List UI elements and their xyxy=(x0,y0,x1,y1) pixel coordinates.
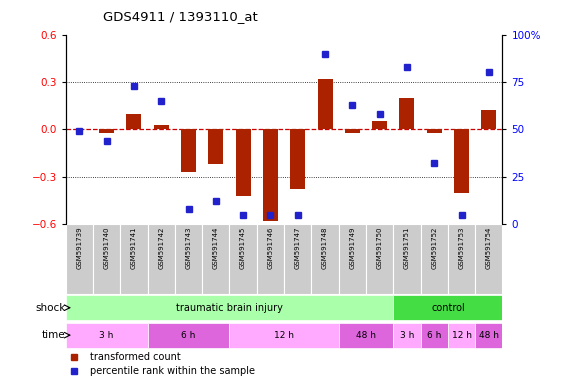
Text: control: control xyxy=(431,303,465,313)
Bar xyxy=(400,98,415,129)
Bar xyxy=(181,129,196,172)
Bar xyxy=(317,79,332,129)
Text: GDS4911 / 1393110_at: GDS4911 / 1393110_at xyxy=(103,10,258,23)
Bar xyxy=(481,110,496,129)
Bar xyxy=(284,224,311,294)
Text: GSM591740: GSM591740 xyxy=(103,226,110,269)
Text: 3 h: 3 h xyxy=(400,331,414,340)
Bar xyxy=(454,129,469,192)
Bar xyxy=(257,224,284,294)
Text: GSM591752: GSM591752 xyxy=(431,226,437,269)
Bar xyxy=(66,295,393,320)
Bar xyxy=(230,224,257,294)
Bar xyxy=(66,224,93,294)
Text: time: time xyxy=(42,330,66,340)
Text: GSM591748: GSM591748 xyxy=(322,226,328,269)
Bar xyxy=(290,129,305,189)
Bar xyxy=(154,125,168,129)
Bar xyxy=(202,224,230,294)
Text: GSM591745: GSM591745 xyxy=(240,226,246,269)
Text: GSM591754: GSM591754 xyxy=(486,226,492,269)
Bar xyxy=(393,323,421,348)
Text: GSM591741: GSM591741 xyxy=(131,226,137,269)
Text: percentile rank within the sample: percentile rank within the sample xyxy=(90,366,255,376)
Text: GSM591743: GSM591743 xyxy=(186,226,191,269)
Bar xyxy=(427,129,442,132)
Bar xyxy=(120,224,147,294)
Bar xyxy=(311,224,339,294)
Text: GSM591747: GSM591747 xyxy=(295,226,301,269)
Text: 48 h: 48 h xyxy=(479,331,499,340)
Bar xyxy=(263,129,278,221)
Text: 3 h: 3 h xyxy=(99,331,114,340)
Bar xyxy=(475,224,502,294)
Text: GSM591746: GSM591746 xyxy=(267,226,274,269)
Text: 48 h: 48 h xyxy=(356,331,376,340)
Text: 12 h: 12 h xyxy=(274,331,294,340)
Bar xyxy=(345,129,360,132)
Bar xyxy=(475,323,502,348)
Bar xyxy=(421,323,448,348)
Bar xyxy=(393,295,502,320)
Bar xyxy=(93,224,120,294)
Bar xyxy=(126,114,142,129)
Bar xyxy=(339,224,366,294)
Text: GSM591750: GSM591750 xyxy=(377,226,383,269)
Text: GSM591753: GSM591753 xyxy=(459,226,465,269)
Text: 6 h: 6 h xyxy=(427,331,441,340)
Text: GSM591744: GSM591744 xyxy=(213,226,219,269)
Bar xyxy=(393,224,421,294)
Text: 12 h: 12 h xyxy=(452,331,472,340)
Bar xyxy=(147,323,230,348)
Bar xyxy=(147,224,175,294)
Bar xyxy=(366,224,393,294)
Bar xyxy=(230,323,339,348)
Text: GSM591742: GSM591742 xyxy=(158,226,164,269)
Bar xyxy=(236,129,251,196)
Bar xyxy=(175,224,202,294)
Bar xyxy=(448,323,475,348)
Text: shock: shock xyxy=(35,303,66,313)
Bar xyxy=(99,129,114,132)
Text: GSM591739: GSM591739 xyxy=(77,226,82,269)
Bar xyxy=(448,224,475,294)
Bar xyxy=(208,129,223,164)
Text: 6 h: 6 h xyxy=(182,331,196,340)
Text: traumatic brain injury: traumatic brain injury xyxy=(176,303,283,313)
Text: transformed count: transformed count xyxy=(90,352,180,362)
Bar xyxy=(66,323,147,348)
Bar xyxy=(421,224,448,294)
Bar xyxy=(372,121,387,129)
Text: GSM591751: GSM591751 xyxy=(404,226,410,269)
Bar xyxy=(339,323,393,348)
Text: GSM591749: GSM591749 xyxy=(349,226,355,269)
